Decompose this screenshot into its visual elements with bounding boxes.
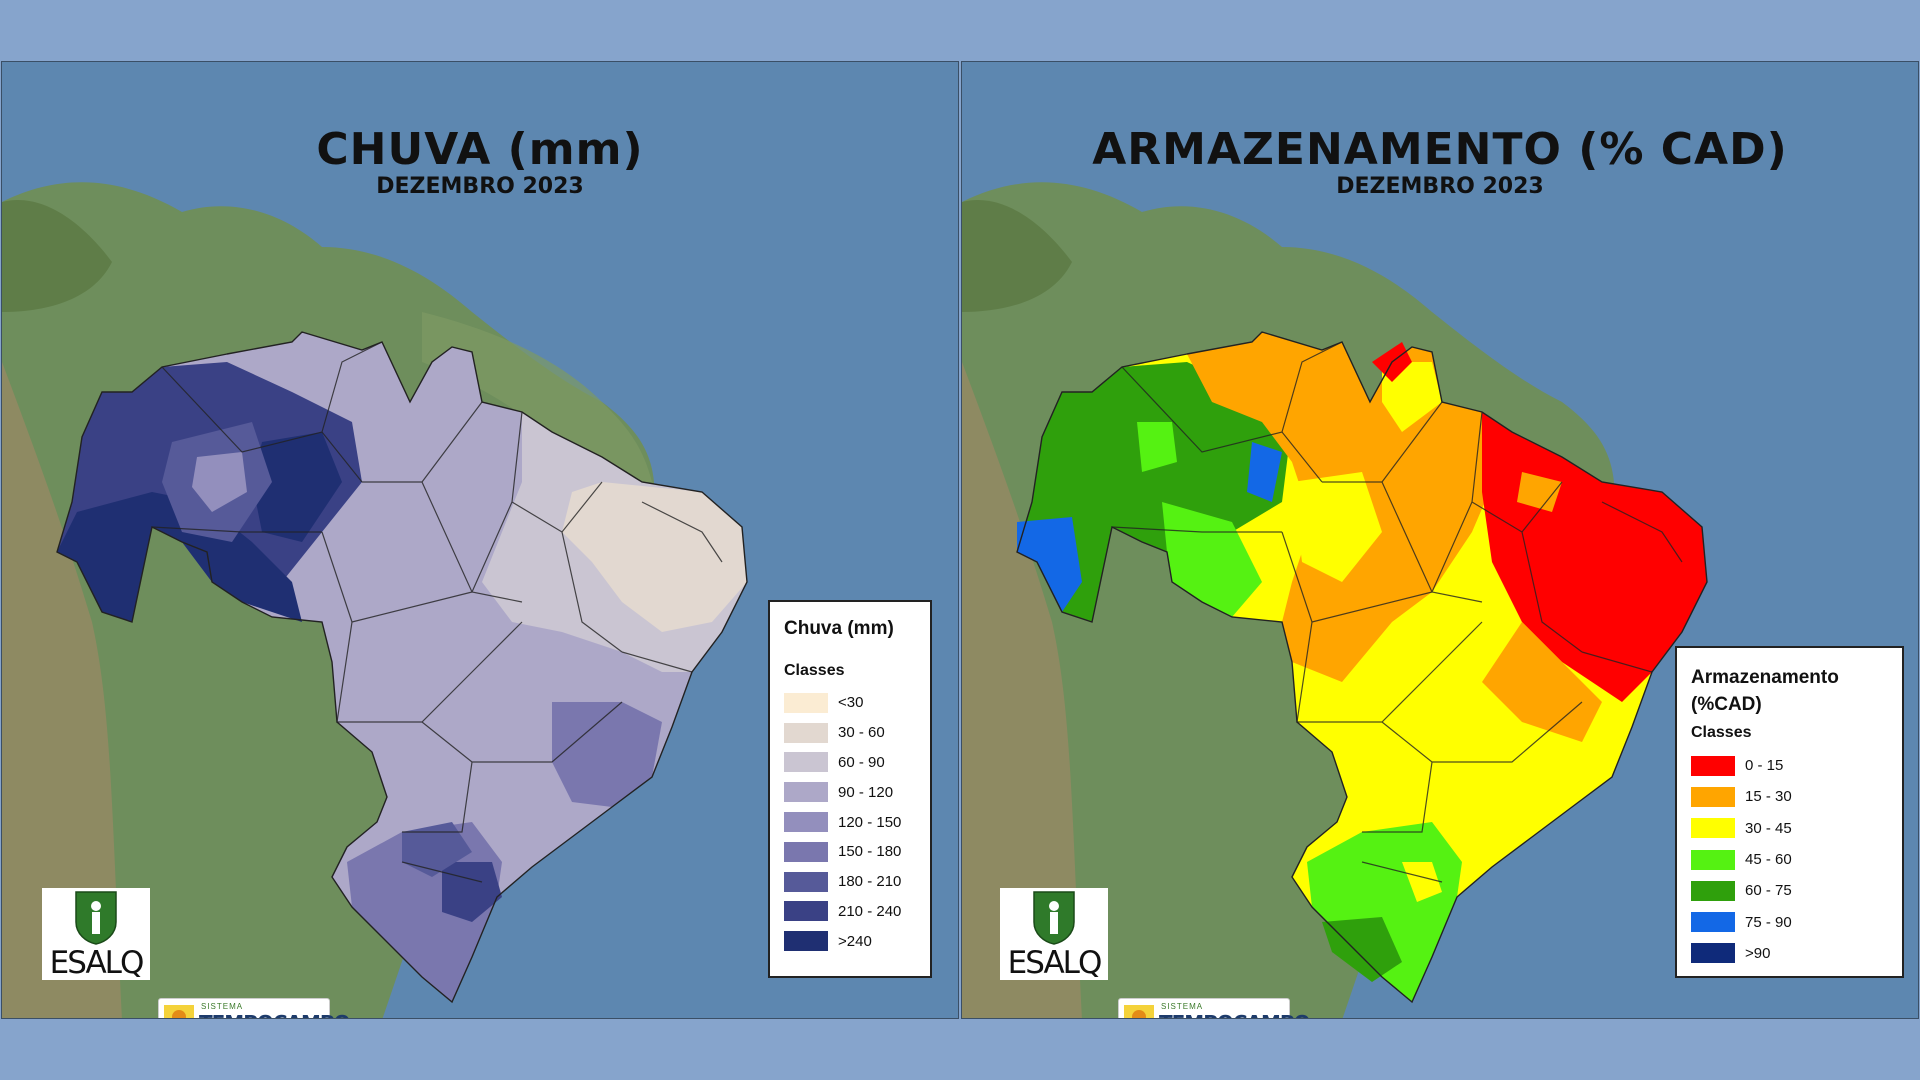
tempocampo-logo: SISTEMA TEMPOCAMPO bbox=[158, 998, 351, 1018]
legend-swatch bbox=[1691, 943, 1735, 964]
tempocampo-label: TEMPOCAMPO bbox=[1159, 1011, 1311, 1018]
legend-label: <30 bbox=[838, 694, 864, 712]
legend-label: 75 - 90 bbox=[1745, 913, 1792, 931]
tempocampo-sun-icon bbox=[1124, 1005, 1154, 1018]
legend-swatch bbox=[784, 782, 828, 803]
esalq-logo: ESALQ bbox=[42, 888, 150, 980]
legend-swatch bbox=[1691, 818, 1735, 839]
legend-item: 75 - 90 bbox=[1691, 906, 1888, 937]
legend-item: 210 - 240 bbox=[784, 897, 916, 927]
legend-item: 120 - 150 bbox=[784, 807, 916, 837]
legend-item: 45 - 60 bbox=[1691, 844, 1888, 875]
legend-item: 60 - 75 bbox=[1691, 875, 1888, 906]
storage-legend: Armazenamento (%CAD) Classes 0 - 15 15 - … bbox=[1675, 646, 1904, 978]
rainfall-legend: Chuva (mm) Classes <30 30 - 60 60 - 90 90 -… bbox=[768, 600, 932, 978]
legend-swatch bbox=[784, 752, 828, 773]
legend-item: 90 - 120 bbox=[784, 777, 916, 807]
legend-item: >240 bbox=[784, 926, 916, 956]
legend-swatch bbox=[784, 871, 828, 892]
legend-label: 45 - 60 bbox=[1745, 851, 1792, 869]
legend-label: >240 bbox=[838, 932, 872, 950]
legend-item: <30 bbox=[784, 688, 916, 718]
legend-item: 30 - 60 bbox=[784, 718, 916, 748]
legend-swatch bbox=[1691, 912, 1735, 933]
storage-legend-title: Armazenamento (%CAD) bbox=[1691, 667, 1839, 715]
legend-swatch bbox=[1691, 880, 1735, 901]
storage-map-panel: ARMAZENAMENTO (% CAD) DEZEMBRO 2023 ESAL… bbox=[961, 61, 1919, 1019]
amazon-wet-storage bbox=[1017, 362, 1292, 622]
esalq-shield-icon bbox=[1033, 891, 1075, 945]
legend-label: >90 bbox=[1745, 944, 1771, 962]
esalq-shield-icon bbox=[75, 891, 117, 945]
tempocampo-sun-icon bbox=[164, 1005, 194, 1018]
legend-label: 90 - 120 bbox=[838, 783, 894, 801]
legend-swatch bbox=[784, 692, 828, 713]
legend-swatch bbox=[784, 931, 828, 952]
storage-map bbox=[962, 62, 1918, 1018]
tempocampo-label: TEMPOCAMPO bbox=[199, 1011, 351, 1018]
legend-swatch bbox=[1691, 786, 1735, 807]
rainfall-map bbox=[2, 62, 958, 1018]
esalq-logo-text: ESALQ bbox=[1000, 946, 1108, 980]
legend-swatch bbox=[784, 722, 828, 743]
state-borders bbox=[151, 341, 723, 883]
legend-label: 210 - 240 bbox=[838, 902, 902, 920]
legend-item: >90 bbox=[1691, 938, 1888, 969]
legend-label: 60 - 75 bbox=[1745, 882, 1792, 900]
legend-label: 15 - 30 bbox=[1745, 788, 1792, 806]
legend-swatch bbox=[784, 812, 828, 833]
storage-map-subtitle: DEZEMBRO 2023 bbox=[1336, 174, 1544, 199]
legend-item: 150 - 180 bbox=[784, 837, 916, 867]
legend-label: 30 - 45 bbox=[1745, 819, 1792, 837]
legend-label: 60 - 90 bbox=[838, 753, 885, 771]
legend-item: 30 - 45 bbox=[1691, 813, 1888, 844]
legend-swatch bbox=[1691, 755, 1735, 776]
tempocampo-logo: SISTEMA TEMPOCAMPO bbox=[1118, 998, 1311, 1018]
rainfall-legend-subtitle: Classes bbox=[784, 662, 845, 679]
tempocampo-sistema-label: SISTEMA bbox=[1161, 1002, 1204, 1011]
legend-item: 15 - 30 bbox=[1691, 781, 1888, 812]
legend-item: 60 - 90 bbox=[784, 748, 916, 778]
esalq-logo-text: ESALQ bbox=[42, 946, 150, 980]
storage-map-title: ARMAZENAMENTO (% CAD) bbox=[1092, 124, 1788, 175]
legend-swatch bbox=[1691, 849, 1735, 870]
rainfall-legend-title: Chuva (mm) bbox=[784, 618, 894, 639]
legend-swatch bbox=[784, 901, 828, 922]
legend-label: 0 - 15 bbox=[1745, 757, 1784, 775]
esalq-logo: ESALQ bbox=[1000, 888, 1108, 980]
legend-label: 180 - 210 bbox=[838, 873, 902, 891]
tempocampo-sistema-label: SISTEMA bbox=[201, 1002, 244, 1011]
legend-label: 120 - 150 bbox=[838, 813, 902, 831]
legend-label: 150 - 180 bbox=[838, 843, 902, 861]
storage-legend-subtitle: Classes bbox=[1691, 724, 1752, 741]
legend-label: 30 - 60 bbox=[838, 724, 885, 742]
legend-swatch bbox=[784, 841, 828, 862]
rainfall-map-subtitle: DEZEMBRO 2023 bbox=[376, 174, 584, 199]
legend-item: 180 - 210 bbox=[784, 867, 916, 897]
legend-item: 0 - 15 bbox=[1691, 750, 1888, 781]
rainfall-map-panel: CHUVA (mm) DEZEMBRO 2023 ESALQ SISTEMA T… bbox=[1, 61, 959, 1019]
rainfall-map-title: CHUVA (mm) bbox=[316, 124, 644, 175]
